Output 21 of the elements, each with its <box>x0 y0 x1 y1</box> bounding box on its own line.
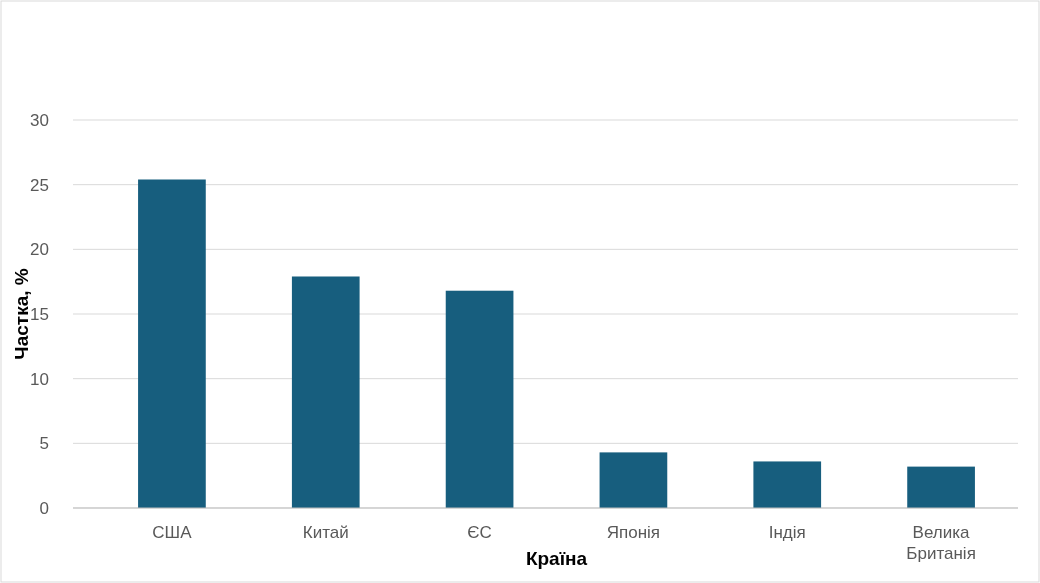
bar <box>599 452 668 508</box>
y-tick-label: 5 <box>39 434 49 454</box>
bar <box>138 179 206 508</box>
x-axis-title: Країна <box>525 548 588 569</box>
x-tick-label: Індія <box>768 523 806 542</box>
x-tick-label: ЄС <box>467 523 492 542</box>
bar <box>753 461 822 508</box>
y-tick-label: 10 <box>30 369 49 389</box>
y-axis-title: Частка, % <box>11 268 32 360</box>
y-tick-label: 15 <box>30 304 49 324</box>
y-tick-label: 0 <box>39 498 49 518</box>
bar <box>907 466 975 508</box>
x-tick-label: Китай <box>302 523 349 542</box>
y-tick-label: 30 <box>30 110 49 130</box>
bar <box>291 276 360 508</box>
y-tick-label: 25 <box>30 175 49 195</box>
x-tick-label: Японія <box>606 523 661 542</box>
bar <box>445 290 514 508</box>
x-tick-label: США <box>152 523 193 542</box>
x-tick-label: Велика Британія <box>906 523 976 564</box>
y-tick-label: 20 <box>30 240 49 260</box>
